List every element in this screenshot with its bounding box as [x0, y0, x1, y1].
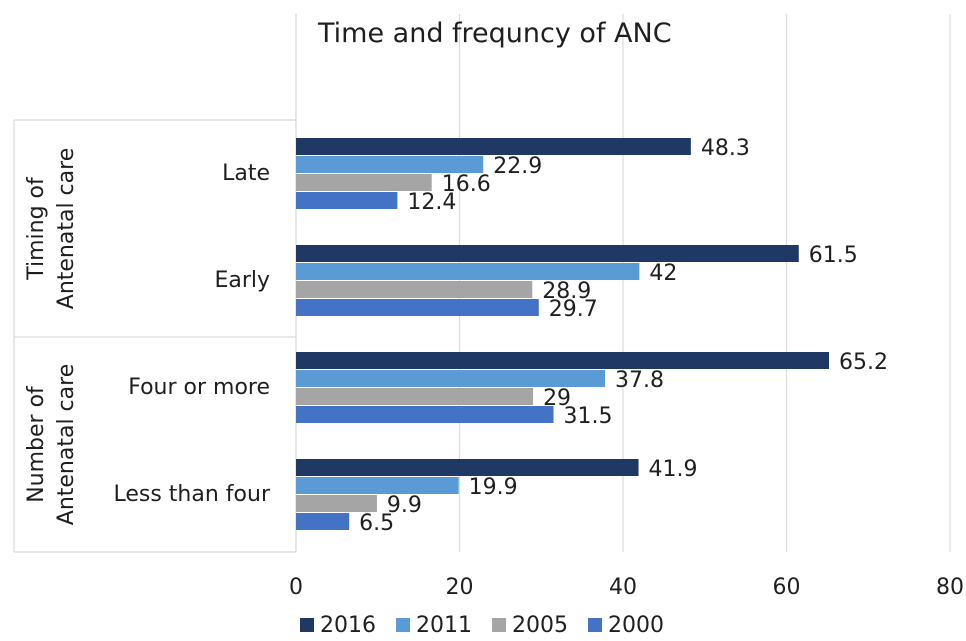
- legend-item: 2016: [300, 613, 376, 638]
- bar: [296, 495, 377, 512]
- data-label: 65.2: [839, 350, 888, 375]
- x-tick-label: 20: [446, 575, 474, 600]
- bar: [296, 174, 432, 191]
- bars: 48.322.916.612.461.54228.929.765.237.829…: [296, 136, 888, 536]
- data-label: 29.7: [549, 297, 598, 322]
- group-label-line: Number of: [24, 385, 49, 503]
- category-label: Less than four: [113, 482, 270, 507]
- bar: [296, 281, 533, 298]
- bar: [296, 406, 554, 423]
- group-label-line: Antenatal care: [54, 364, 79, 525]
- group-label: Timing of Antenatal care: [24, 148, 79, 309]
- x-tick-label: 0: [289, 575, 303, 600]
- bar: [296, 299, 539, 316]
- legend-swatch: [588, 618, 602, 632]
- data-label: 22.9: [493, 154, 542, 179]
- group-label: Number of Antenatal care: [24, 364, 79, 525]
- legend-label: 2016: [320, 613, 376, 638]
- bar: [296, 459, 639, 476]
- data-label: 31.5: [564, 404, 613, 429]
- legend-swatch: [492, 618, 506, 632]
- bar: [296, 513, 350, 530]
- legend-label: 2005: [512, 613, 568, 638]
- bar: [296, 352, 830, 369]
- category-label: Four or more: [128, 375, 270, 400]
- legend-item: 2000: [588, 613, 664, 638]
- legend: 2016 2011 2005 2000: [300, 613, 664, 638]
- data-label: 9.9: [387, 493, 422, 518]
- bar: [296, 477, 459, 494]
- bar: [296, 388, 534, 405]
- bar: [296, 263, 640, 280]
- group-label-line: Timing of: [24, 176, 49, 281]
- category-label: Late: [222, 161, 270, 186]
- bar: [296, 192, 398, 209]
- legend-label: 2000: [608, 613, 664, 638]
- legend-swatch: [396, 618, 410, 632]
- data-label: 19.9: [469, 475, 518, 500]
- data-label: 48.3: [701, 136, 750, 161]
- data-label: 61.5: [809, 243, 858, 268]
- data-label: 16.6: [442, 172, 491, 197]
- bar: [296, 370, 606, 387]
- data-label: 12.4: [407, 190, 456, 215]
- x-axis-tick-labels: 0 20 40 60 80: [289, 575, 964, 600]
- bar: [296, 138, 691, 155]
- bar: [296, 245, 799, 262]
- legend-swatch: [300, 618, 314, 632]
- legend-item: 2011: [396, 613, 472, 638]
- legend-label: 2011: [416, 613, 472, 638]
- group-label-line: Antenatal care: [54, 148, 79, 309]
- data-label: 6.5: [359, 511, 394, 536]
- bar: [296, 156, 484, 173]
- chart-title: Time and frequncy of ANC: [317, 18, 672, 49]
- data-label: 28.9: [542, 279, 591, 304]
- category-label: Early: [214, 268, 270, 293]
- data-label: 37.8: [615, 368, 664, 393]
- x-tick-label: 60: [773, 575, 801, 600]
- data-label: 42: [649, 261, 677, 286]
- x-tick-label: 40: [609, 575, 637, 600]
- x-tick-label: 80: [936, 575, 964, 600]
- legend-item: 2005: [492, 613, 568, 638]
- data-label: 41.9: [649, 457, 698, 482]
- category-labels: Late Early Four or more Less than four: [113, 161, 270, 507]
